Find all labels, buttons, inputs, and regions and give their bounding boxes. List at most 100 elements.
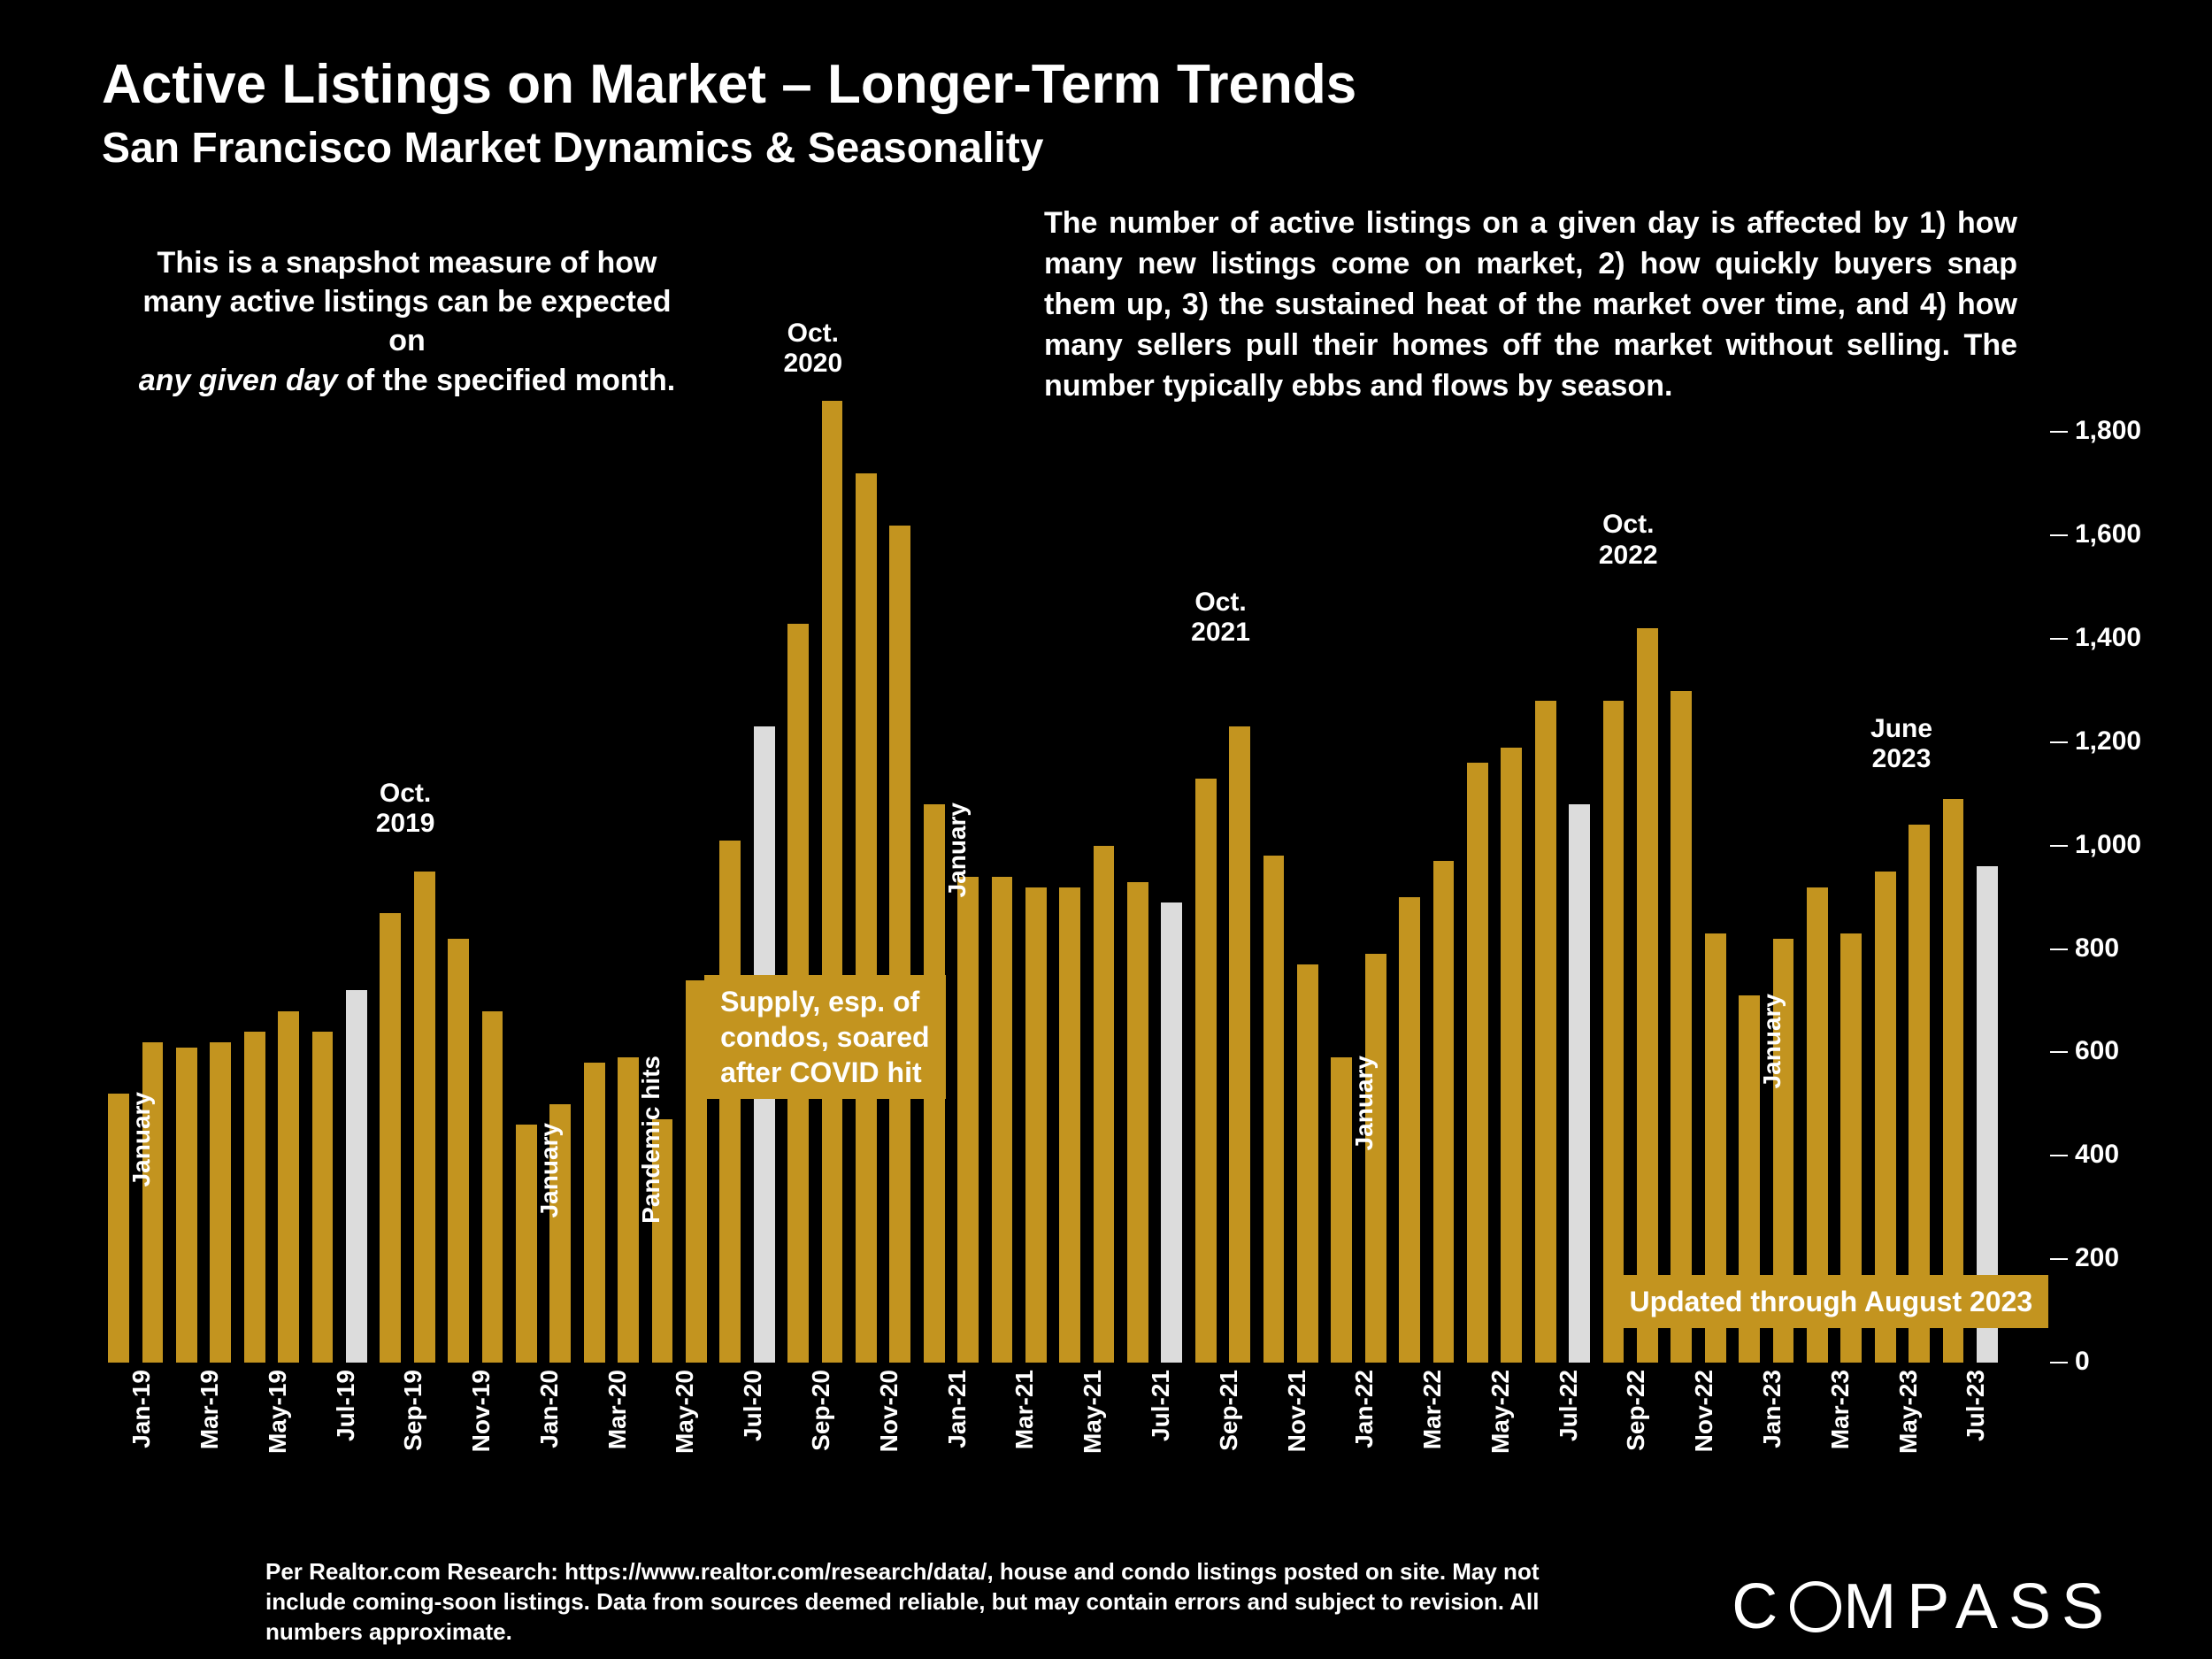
vertical-annotation: January bbox=[1350, 1056, 1379, 1250]
chart-subtitle: San Francisco Market Dynamics & Seasonal… bbox=[102, 124, 1043, 173]
bar bbox=[176, 1048, 197, 1363]
x-label: Jul-21 bbox=[1147, 1370, 1175, 1476]
desc-left-line2: many active listings can be expected on bbox=[142, 285, 671, 357]
compass-logo: CMPASS bbox=[1732, 1571, 2115, 1643]
y-label: 600 bbox=[2075, 1036, 2119, 1066]
bar bbox=[516, 1125, 537, 1363]
x-label: Sep-20 bbox=[807, 1370, 835, 1476]
x-label: Jul-19 bbox=[332, 1370, 360, 1476]
y-label: 200 bbox=[2075, 1243, 2119, 1273]
bar bbox=[244, 1032, 265, 1363]
x-label: Jul-20 bbox=[739, 1370, 767, 1476]
bar bbox=[312, 1032, 334, 1363]
bar bbox=[1195, 779, 1217, 1363]
bar bbox=[482, 1011, 503, 1363]
y-tick bbox=[2050, 1051, 2068, 1053]
callout-label: Oct.2022 bbox=[1599, 510, 1658, 571]
y-tick bbox=[2050, 534, 2068, 536]
vertical-annotation: January bbox=[535, 1123, 564, 1317]
bar-chart: Oct.2019Oct.2020Oct.2021Oct.2022June2023… bbox=[102, 380, 2057, 1398]
bar bbox=[1637, 628, 1658, 1363]
x-label: Jan-19 bbox=[127, 1370, 156, 1476]
chart-title: Active Listings on Market – Longer-Term … bbox=[102, 53, 1356, 116]
bar bbox=[1399, 897, 1420, 1363]
bar bbox=[1094, 846, 1115, 1363]
bar bbox=[1501, 748, 1522, 1363]
x-label: Jul-23 bbox=[1962, 1370, 1990, 1476]
footer-source: Per Realtor.com Research: https://www.re… bbox=[265, 1557, 1548, 1647]
description-right: The number of active listings on a given… bbox=[1044, 204, 2017, 406]
x-label: May-19 bbox=[264, 1370, 292, 1476]
x-label: Jan-21 bbox=[943, 1370, 972, 1476]
bar bbox=[584, 1063, 605, 1363]
plot-area: Oct.2019Oct.2020Oct.2021Oct.2022June2023… bbox=[102, 380, 2004, 1363]
x-label: Mar-19 bbox=[196, 1370, 224, 1476]
bar bbox=[1127, 882, 1148, 1363]
x-label: Mar-23 bbox=[1826, 1370, 1855, 1476]
bar bbox=[1671, 691, 1692, 1363]
y-tick bbox=[2050, 741, 2068, 743]
bar bbox=[1433, 861, 1455, 1363]
callout-label: Oct.2020 bbox=[783, 319, 842, 380]
x-label: Jan-23 bbox=[1758, 1370, 1786, 1476]
y-label: 1,000 bbox=[2075, 830, 2141, 860]
x-label: Jul-22 bbox=[1555, 1370, 1583, 1476]
y-tick bbox=[2050, 949, 2068, 950]
description-left: This is a snapshot measure of how many a… bbox=[133, 243, 681, 400]
x-label: Nov-19 bbox=[467, 1370, 495, 1476]
vertical-annotation: January bbox=[127, 1092, 156, 1286]
bar bbox=[1025, 887, 1047, 1363]
bar bbox=[278, 1011, 299, 1363]
bar bbox=[1161, 902, 1182, 1363]
callout-label: June2023 bbox=[1870, 714, 1932, 775]
vertical-annotation: January bbox=[1758, 994, 1786, 1188]
x-label: Sep-19 bbox=[399, 1370, 427, 1476]
supply-annotation-box: Supply, esp. ofcondos, soaredafter COVID… bbox=[704, 975, 946, 1099]
bar bbox=[1603, 701, 1624, 1363]
bar bbox=[618, 1057, 639, 1363]
bar bbox=[108, 1094, 129, 1363]
y-label: 1,200 bbox=[2075, 726, 2141, 757]
vertical-annotation: January bbox=[943, 803, 972, 997]
x-label: Sep-22 bbox=[1622, 1370, 1650, 1476]
y-label: 1,600 bbox=[2075, 519, 2141, 549]
bar bbox=[822, 401, 843, 1363]
callout-label: Oct.2021 bbox=[1191, 588, 1250, 649]
y-tick bbox=[2050, 1362, 2068, 1363]
y-label: 0 bbox=[2075, 1347, 2090, 1377]
x-label: May-21 bbox=[1079, 1370, 1107, 1476]
x-label: Mar-20 bbox=[603, 1370, 632, 1476]
y-tick bbox=[2050, 1155, 2068, 1156]
bar bbox=[719, 841, 741, 1363]
y-label: 1,800 bbox=[2075, 416, 2141, 446]
update-note-box: Updated through August 2023 bbox=[1613, 1275, 2048, 1328]
bar bbox=[1297, 964, 1318, 1363]
vertical-annotation: Pandemic hits bbox=[637, 1056, 665, 1250]
x-label: Jan-20 bbox=[535, 1370, 564, 1476]
y-tick bbox=[2050, 431, 2068, 433]
x-label: Mar-21 bbox=[1010, 1370, 1039, 1476]
y-tick bbox=[2050, 845, 2068, 847]
compass-logo-o-icon bbox=[1790, 1581, 1841, 1632]
x-label: Nov-20 bbox=[875, 1370, 903, 1476]
bar bbox=[346, 990, 367, 1363]
bar bbox=[380, 913, 401, 1363]
desc-left-line1: This is a snapshot measure of how bbox=[157, 246, 657, 280]
bar bbox=[448, 939, 469, 1363]
y-tick bbox=[2050, 638, 2068, 640]
x-label: Nov-22 bbox=[1690, 1370, 1718, 1476]
bar bbox=[1263, 856, 1285, 1363]
x-label: Jan-22 bbox=[1350, 1370, 1379, 1476]
y-label: 1,400 bbox=[2075, 623, 2141, 653]
x-label: Mar-22 bbox=[1418, 1370, 1447, 1476]
x-label: Sep-21 bbox=[1215, 1370, 1243, 1476]
bar bbox=[1331, 1057, 1352, 1363]
bar bbox=[1535, 701, 1556, 1363]
y-label: 400 bbox=[2075, 1140, 2119, 1170]
bar bbox=[992, 877, 1013, 1363]
bar bbox=[414, 872, 435, 1363]
bar bbox=[889, 526, 910, 1363]
bar bbox=[1059, 887, 1080, 1363]
bar bbox=[1229, 726, 1250, 1363]
bar bbox=[1467, 763, 1488, 1363]
